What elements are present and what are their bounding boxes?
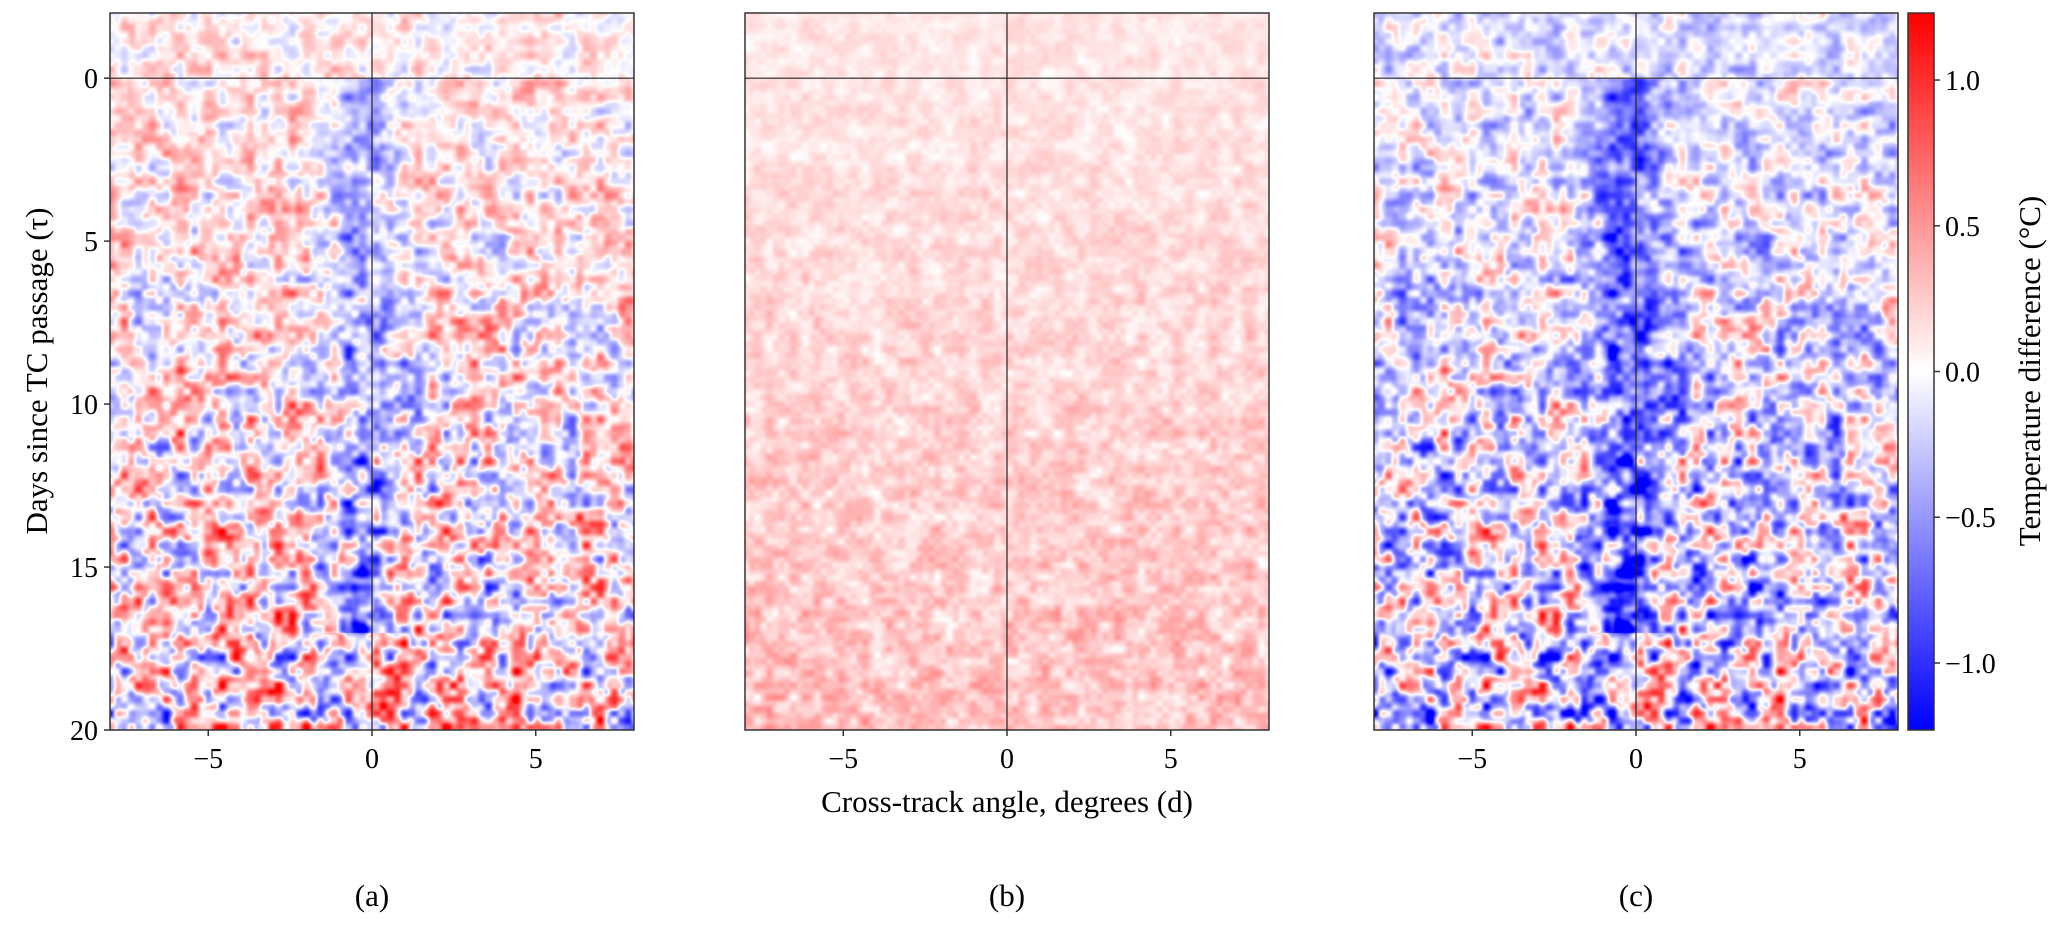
y-tick-label: 10 bbox=[70, 390, 98, 421]
x-tick-label: 5 bbox=[1793, 744, 1807, 775]
y-tick-label: 15 bbox=[70, 553, 98, 584]
colorbar-frame bbox=[1907, 12, 1935, 731]
y-tick-label: 20 bbox=[70, 716, 98, 747]
panel-label-a: (a) bbox=[355, 878, 389, 913]
colorbar-tick-label: 0.5 bbox=[1945, 212, 1980, 243]
y-tick-label: 0 bbox=[84, 64, 98, 95]
colorbar-tick-label: −0.5 bbox=[1945, 503, 1996, 534]
x-tick-label: −5 bbox=[828, 744, 858, 775]
x-tick-label: 0 bbox=[1000, 744, 1014, 775]
panel-label-c: (c) bbox=[1619, 878, 1653, 913]
colorbar-gradient bbox=[1908, 13, 1934, 730]
colorbar-tick-label: 0.0 bbox=[1945, 358, 1980, 389]
y-tick-label: 5 bbox=[84, 227, 98, 258]
x-tick-label: 5 bbox=[1164, 744, 1178, 775]
x-tick-label: −5 bbox=[1457, 744, 1487, 775]
x-tick-label: 5 bbox=[529, 744, 543, 775]
colorbar-tick-label: 1.0 bbox=[1945, 66, 1980, 97]
x-tick-label: −5 bbox=[193, 744, 223, 775]
x-tick-label: 0 bbox=[1629, 744, 1643, 775]
y-axis-label: Days since TC passage (τ) bbox=[19, 208, 54, 535]
x-axis-label: Cross-track angle, degrees (d) bbox=[821, 784, 1193, 819]
colorbar-tick-label: −1.0 bbox=[1945, 649, 1996, 680]
colorbar-label: Temperature difference (°C) bbox=[2012, 196, 2047, 546]
x-tick-label: 0 bbox=[365, 744, 379, 775]
panel-label-b: (b) bbox=[989, 878, 1025, 913]
